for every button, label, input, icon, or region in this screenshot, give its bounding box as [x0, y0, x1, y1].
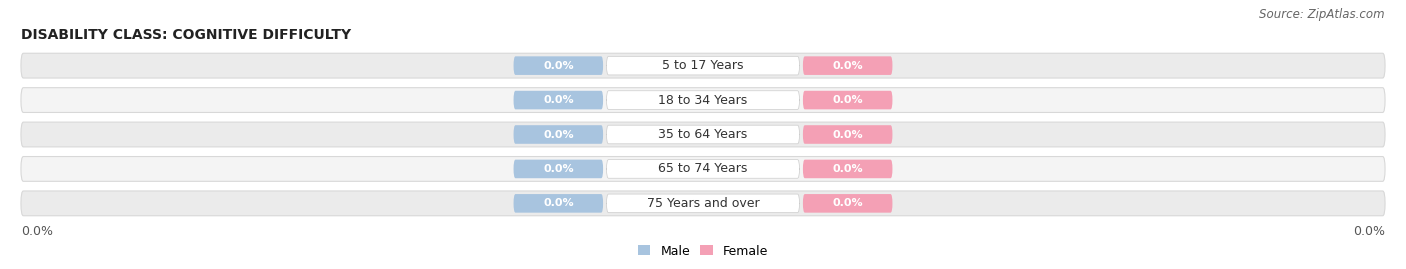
FancyBboxPatch shape [21, 191, 1385, 216]
Text: 0.0%: 0.0% [832, 95, 863, 105]
FancyBboxPatch shape [606, 160, 800, 178]
FancyBboxPatch shape [803, 194, 893, 213]
FancyBboxPatch shape [513, 56, 603, 75]
Text: 0.0%: 0.0% [543, 95, 574, 105]
FancyBboxPatch shape [21, 53, 1385, 78]
Text: 0.0%: 0.0% [832, 164, 863, 174]
Text: 35 to 64 Years: 35 to 64 Years [658, 128, 748, 141]
FancyBboxPatch shape [513, 160, 603, 178]
Text: 75 Years and over: 75 Years and over [647, 197, 759, 210]
FancyBboxPatch shape [803, 91, 893, 109]
Text: 0.0%: 0.0% [21, 225, 53, 238]
FancyBboxPatch shape [21, 157, 1385, 181]
Text: DISABILITY CLASS: COGNITIVE DIFFICULTY: DISABILITY CLASS: COGNITIVE DIFFICULTY [21, 28, 351, 42]
FancyBboxPatch shape [513, 125, 603, 144]
Text: 65 to 74 Years: 65 to 74 Years [658, 162, 748, 175]
Text: 0.0%: 0.0% [1353, 225, 1385, 238]
FancyBboxPatch shape [513, 91, 603, 109]
FancyBboxPatch shape [513, 194, 603, 213]
Text: 0.0%: 0.0% [832, 198, 863, 208]
Text: 0.0%: 0.0% [832, 61, 863, 71]
FancyBboxPatch shape [606, 91, 800, 109]
Text: 0.0%: 0.0% [832, 129, 863, 140]
Text: 0.0%: 0.0% [543, 61, 574, 71]
FancyBboxPatch shape [21, 122, 1385, 147]
Text: Source: ZipAtlas.com: Source: ZipAtlas.com [1260, 8, 1385, 21]
Text: 18 to 34 Years: 18 to 34 Years [658, 94, 748, 107]
Text: 5 to 17 Years: 5 to 17 Years [662, 59, 744, 72]
FancyBboxPatch shape [803, 56, 893, 75]
Text: 0.0%: 0.0% [543, 164, 574, 174]
FancyBboxPatch shape [606, 56, 800, 75]
FancyBboxPatch shape [21, 88, 1385, 112]
FancyBboxPatch shape [606, 125, 800, 144]
Text: 0.0%: 0.0% [543, 198, 574, 208]
FancyBboxPatch shape [606, 194, 800, 213]
Legend: Male, Female: Male, Female [633, 239, 773, 263]
FancyBboxPatch shape [803, 160, 893, 178]
Text: 0.0%: 0.0% [543, 129, 574, 140]
FancyBboxPatch shape [803, 125, 893, 144]
